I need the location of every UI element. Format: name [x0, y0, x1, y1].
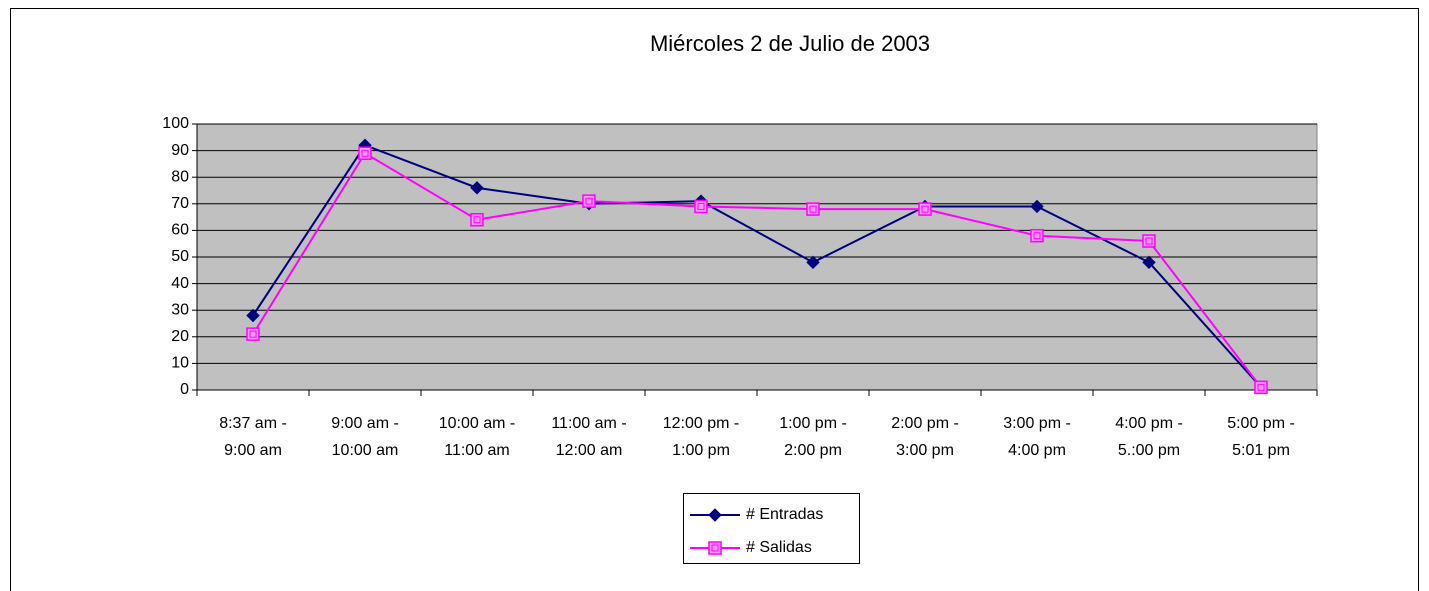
x-tick-label: 10:00 am -: [439, 415, 515, 432]
x-tick-label: 2:00 pm: [784, 442, 842, 459]
x-tick-label: 12:00 pm -: [663, 415, 739, 432]
y-tick-label: 40: [171, 275, 189, 292]
marker-inner: [1257, 383, 1265, 391]
x-tick-label: 9:00 am -: [331, 415, 399, 432]
y-tick-label: 50: [171, 248, 189, 265]
chart-title: Miércoles 2 de Julio de 2003: [650, 31, 930, 56]
y-tick-label: 80: [171, 168, 189, 185]
x-tick-label: 8:37 am -: [219, 415, 287, 432]
marker: [470, 213, 484, 227]
marker-inner: [361, 149, 369, 157]
x-tick-label: 1:00 pm -: [779, 415, 847, 432]
marker: [694, 199, 708, 214]
marker-outer: [470, 213, 484, 227]
x-tick-label: 12:00 am: [556, 442, 623, 459]
series-line: [252, 144, 1262, 389]
marker-inner: [1033, 232, 1041, 240]
marker: [918, 202, 932, 216]
marker-outer: [358, 146, 372, 161]
marker-outer: [582, 194, 596, 208]
marker-inner: [921, 205, 929, 213]
marker-inner: [1145, 237, 1153, 245]
marker: [1142, 234, 1156, 248]
marker-outer: [918, 202, 932, 216]
x-tick-label: 5:01 pm: [1232, 442, 1290, 459]
legend-marker: [708, 508, 722, 522]
y-tick-label: 90: [171, 142, 189, 159]
y-tick-label: 100: [162, 115, 189, 132]
x-tick-label: 4:00 pm: [1008, 442, 1066, 459]
y-tick-label: 60: [171, 222, 189, 239]
marker-inner: [711, 544, 719, 552]
marker: [806, 202, 820, 216]
marker: [1030, 228, 1044, 243]
marker-outer: [1142, 234, 1156, 248]
marker: [246, 308, 260, 323]
x-tick-label: 5.:00 pm: [1118, 442, 1180, 459]
marker: [1254, 380, 1268, 395]
x-tick-label: 11:00 am -: [551, 415, 626, 432]
marker: [582, 194, 596, 208]
x-tick-label: 9:00 am: [224, 442, 282, 459]
legend-label: # Salidas: [746, 539, 812, 556]
y-tick-label: 20: [171, 328, 189, 345]
x-tick-label: 10:00 am: [332, 442, 399, 459]
x-tick-label: 4:00 pm -: [1115, 415, 1183, 432]
marker-inner: [697, 202, 705, 210]
marker-outer: [806, 202, 820, 216]
marker-outer: [708, 541, 722, 555]
x-tick-label: 3:00 pm -: [1003, 415, 1071, 432]
marker-inner: [473, 216, 481, 224]
marker: [470, 181, 484, 195]
marker: [1142, 255, 1156, 270]
marker-outer: [694, 199, 708, 214]
marker-inner: [585, 197, 593, 205]
marker-inner: [809, 205, 817, 213]
series-line: [252, 151, 1262, 388]
marker-outer: [1030, 228, 1044, 243]
x-tick-label: 2:00 pm -: [891, 415, 959, 432]
x-tick-label: 1:00 pm: [672, 442, 730, 459]
marker-outer: [246, 327, 260, 341]
marker: [246, 327, 260, 341]
marker-outer: [1254, 380, 1268, 395]
y-tick-label: 10: [171, 355, 189, 372]
legend-label: # Entradas: [746, 506, 823, 523]
x-tick-label: 5:00 pm -: [1227, 415, 1295, 432]
marker: [806, 255, 820, 270]
x-tick-label: 11:00 am: [444, 442, 510, 459]
marker: [1030, 199, 1044, 214]
y-tick-label: 30: [171, 301, 189, 318]
y-tick-label: 0: [180, 381, 189, 398]
x-tick-label: 3:00 pm: [896, 442, 954, 459]
y-tick-label: 70: [171, 195, 189, 212]
marker: [358, 146, 372, 161]
marker-inner: [249, 330, 257, 338]
legend-marker: [708, 541, 722, 555]
